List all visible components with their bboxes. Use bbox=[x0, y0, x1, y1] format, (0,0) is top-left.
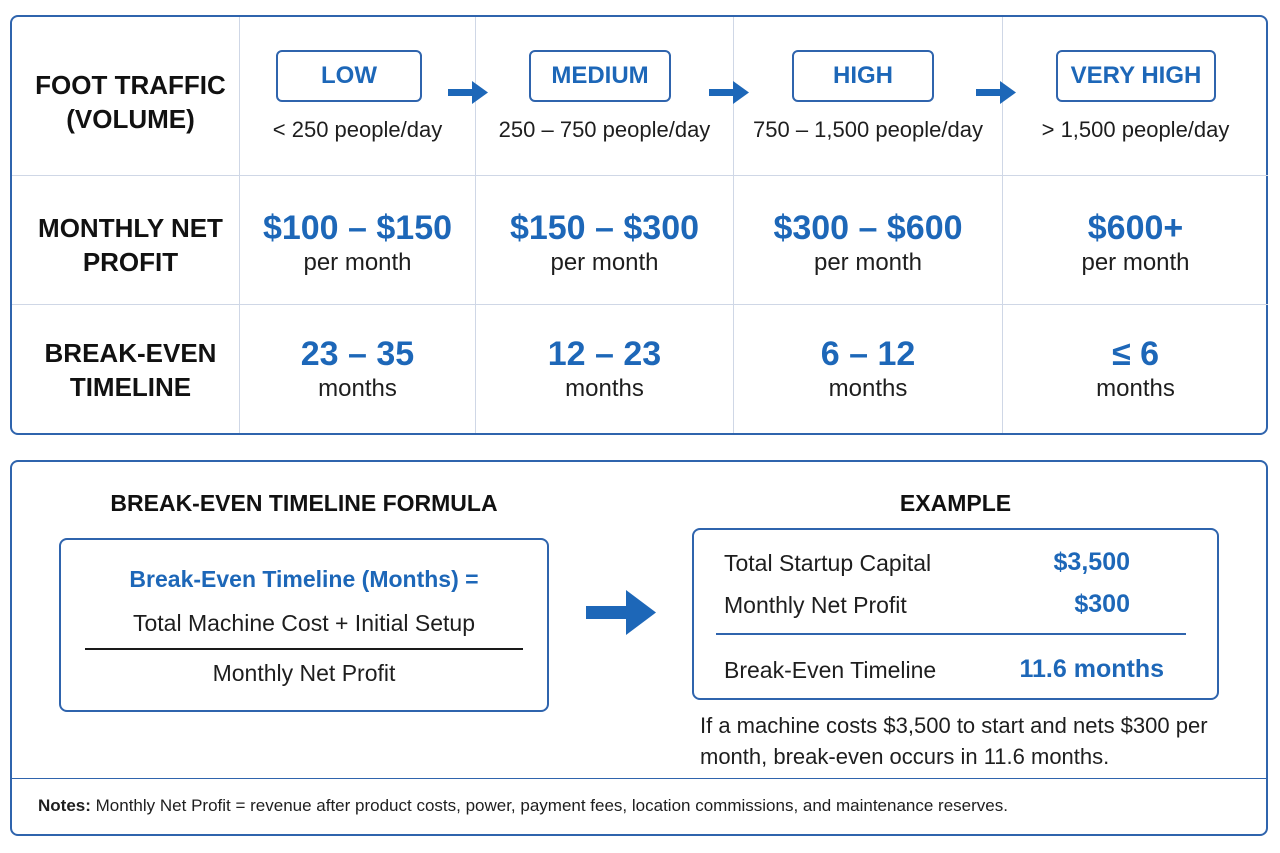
formula-title: Break-Even Timeline (Months) = bbox=[129, 566, 479, 592]
profit-unit: per month bbox=[813, 249, 923, 276]
example-divider bbox=[716, 633, 1186, 635]
arrow-right-icon bbox=[586, 590, 656, 635]
level-box-high: HIGH bbox=[792, 50, 934, 102]
range-very-high: > 1,500 people/day bbox=[1041, 117, 1230, 142]
example-value-startup-capital: $3,500 bbox=[1053, 548, 1130, 576]
profit-unit: per month bbox=[1081, 249, 1190, 276]
level-box-medium: MEDIUM bbox=[529, 50, 671, 102]
row-label-line: BREAK-EVEN bbox=[44, 338, 217, 368]
example-label-net-profit: Monthly Net Profit bbox=[724, 592, 907, 618]
notes: Notes: Monthly Net Profit = revenue afte… bbox=[38, 796, 1008, 816]
notes-text: Monthly Net Profit = revenue after produ… bbox=[95, 796, 1008, 815]
row-label-line: MONTHLY NET bbox=[38, 213, 223, 243]
profit-unit: per month bbox=[303, 249, 412, 276]
formula-numerator: Total Machine Cost + Initial Setup bbox=[133, 610, 475, 636]
formula-box: Break-Even Timeline (Months) = Total Mac… bbox=[59, 538, 549, 712]
profit-low: $100 – $150 bbox=[262, 209, 453, 247]
range-low: < 250 people/day bbox=[272, 117, 443, 142]
breakeven-unit: months bbox=[318, 375, 397, 402]
profit-unit: per month bbox=[550, 249, 659, 276]
row-label-line: FOOT TRAFFIC bbox=[35, 70, 226, 100]
example-value-break-even: 11.6 months bbox=[1019, 655, 1165, 683]
formula-denominator: Monthly Net Profit bbox=[212, 660, 396, 686]
range-high: 750 – 1,500 people/day bbox=[753, 117, 983, 142]
profit-very-high: $600+ bbox=[1087, 209, 1184, 247]
row-label-line: (VOLUME) bbox=[66, 104, 195, 134]
formula-section-title: BREAK-EVEN TIMELINE FORMULA bbox=[110, 490, 498, 516]
row-label-foot-traffic: FOOT TRAFFIC (VOLUME) bbox=[12, 67, 249, 137]
notes-divider bbox=[12, 778, 1268, 779]
traffic-table: FOOT TRAFFIC (VOLUME) MONTHLY NET PROFIT… bbox=[10, 15, 1268, 435]
example-label-break-even: Break-Even Timeline bbox=[724, 657, 937, 683]
column-divider bbox=[733, 17, 734, 433]
profit-medium: $150 – $300 bbox=[509, 209, 700, 247]
arrow-right-icon bbox=[709, 81, 749, 104]
range-medium: 250 – 750 people/day bbox=[498, 117, 711, 142]
example-section-title: EXAMPLE bbox=[899, 490, 1012, 516]
breakeven-high: 6 – 12 bbox=[820, 335, 916, 373]
breakeven-low: 23 – 35 bbox=[300, 335, 415, 373]
row-label-line: TIMELINE bbox=[69, 372, 192, 402]
level-box-low: LOW bbox=[276, 50, 422, 102]
column-divider bbox=[239, 17, 240, 433]
fraction-line bbox=[85, 648, 523, 650]
arrow-right-icon bbox=[976, 81, 1016, 104]
notes-label: Notes: bbox=[38, 796, 91, 815]
breakeven-unit: months bbox=[828, 375, 908, 402]
example-label-startup-capital: Total Startup Capital bbox=[724, 550, 932, 576]
profit-high: $300 – $600 bbox=[773, 209, 963, 247]
column-divider bbox=[475, 17, 476, 433]
arrow-right-icon bbox=[448, 81, 488, 104]
level-box-very-high: VERY HIGH bbox=[1056, 50, 1216, 102]
example-value-net-profit: $300 bbox=[1074, 590, 1130, 618]
row-divider bbox=[12, 304, 1268, 305]
column-divider bbox=[1002, 17, 1003, 433]
breakeven-medium: 12 – 23 bbox=[547, 335, 662, 373]
row-divider bbox=[12, 175, 1268, 176]
formula-panel: BREAK-EVEN TIMELINE FORMULA EXAMPLE Brea… bbox=[10, 460, 1268, 836]
row-label-break-even-timeline: BREAK-EVEN TIMELINE bbox=[12, 335, 249, 405]
breakeven-unit: months bbox=[1096, 375, 1175, 402]
breakeven-unit: months bbox=[565, 375, 644, 402]
example-box: Total Startup Capital $3,500 Monthly Net… bbox=[692, 528, 1219, 700]
breakeven-very-high: ≤ 6 bbox=[1111, 335, 1159, 373]
row-label-monthly-net-profit: MONTHLY NET PROFIT bbox=[12, 210, 249, 280]
row-label-line: PROFIT bbox=[82, 247, 179, 277]
example-caption: If a machine costs $3,500 to start and n… bbox=[700, 713, 1208, 769]
